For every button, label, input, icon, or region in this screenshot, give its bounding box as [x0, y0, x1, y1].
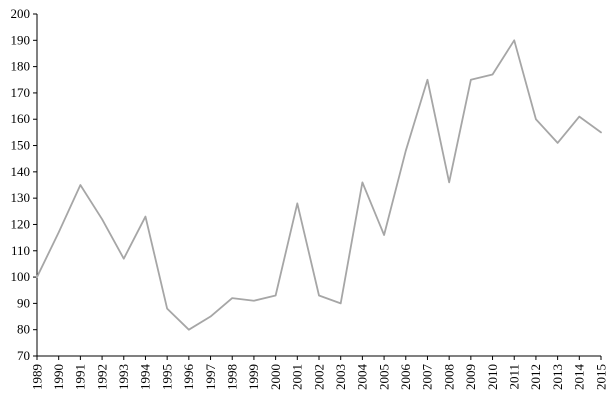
x-axis-tick-label: 1995 — [159, 364, 174, 390]
data-series-line — [36, 39, 602, 331]
x-axis-tick-label: 1997 — [203, 364, 218, 391]
x-axis-tick-label: 2014 — [572, 364, 587, 391]
x-axis-tick-label: 2015 — [593, 364, 608, 390]
x-axis-tick-label: 1990 — [51, 364, 66, 390]
x-axis-tick-label: 2011 — [507, 364, 522, 390]
y-axis-tick-label: 80 — [17, 322, 30, 337]
x-axis-tick-label: 1991 — [73, 364, 88, 390]
x-axis-tick-label: 2012 — [528, 364, 543, 390]
y-axis-tick-label: 70 — [17, 348, 30, 363]
x-axis-tick-label: 1999 — [246, 364, 261, 390]
y-axis-tick-label: 170 — [11, 85, 31, 100]
x-axis-tick-label: 2009 — [463, 364, 478, 390]
x-axis-tick-label: 2006 — [398, 364, 413, 391]
y-axis-tick-label: 120 — [11, 216, 31, 231]
x-axis-tick-label: 2010 — [485, 364, 500, 390]
y-axis-tick-label: 160 — [11, 111, 31, 126]
y-axis-tick-label: 150 — [11, 138, 31, 153]
x-axis-tick-label: 2013 — [550, 364, 565, 390]
y-axis-tick-label: 110 — [11, 243, 30, 258]
y-axis-tick-label: 180 — [11, 59, 31, 74]
x-axis-tick-label: 2004 — [355, 364, 370, 391]
x-axis-tick-label: 2003 — [333, 364, 348, 390]
x-axis-tick-label: 2008 — [441, 364, 456, 390]
y-axis-tick-label: 200 — [11, 6, 31, 21]
x-axis-tick-label: 1994 — [138, 364, 153, 391]
y-axis-tick-label: 190 — [11, 32, 31, 47]
x-axis-tick-label: 2001 — [290, 364, 305, 390]
x-axis-tick-label: 2000 — [268, 364, 283, 390]
x-axis-tick-label: 2007 — [420, 364, 435, 391]
x-axis-tick-label: 1993 — [116, 364, 131, 390]
x-axis-tick-label: 2005 — [376, 364, 391, 390]
x-axis-tick-label: 1996 — [181, 364, 196, 391]
x-axis-tick-label: 1998 — [225, 364, 240, 390]
y-axis-tick-label: 130 — [11, 190, 31, 205]
x-axis-tick-label: 1989 — [29, 364, 44, 390]
y-axis-tick-label: 140 — [11, 164, 31, 179]
y-axis-tick-label: 90 — [17, 295, 30, 310]
y-axis-tick-label: 100 — [11, 269, 31, 284]
x-axis-tick-label: 2002 — [311, 364, 326, 390]
x-axis-tick-label: 1992 — [94, 364, 109, 390]
